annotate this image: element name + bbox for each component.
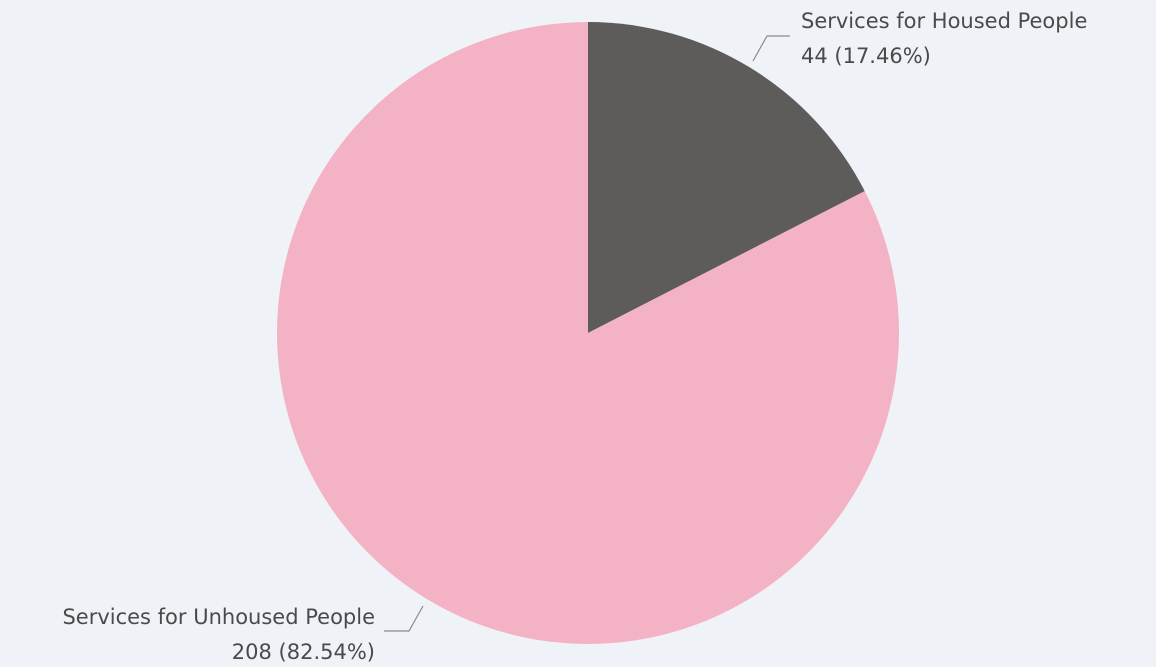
leader-line-unhoused: [384, 605, 424, 632]
pie-slices: [276, 22, 899, 645]
slice-label-unhoused-value: 208 (82.54%): [232, 640, 375, 664]
pie-slice-housed[interactable]: [588, 22, 865, 333]
pie-slice-unhoused[interactable]: [276, 22, 899, 645]
leader-line-housed: [752, 35, 790, 62]
slice-label-housed-name: Services for Housed People: [801, 9, 1087, 33]
slice-label-unhoused-name: Services for Unhoused People: [62, 605, 375, 629]
slice-label-housed-value: 44 (17.46%): [801, 44, 931, 68]
